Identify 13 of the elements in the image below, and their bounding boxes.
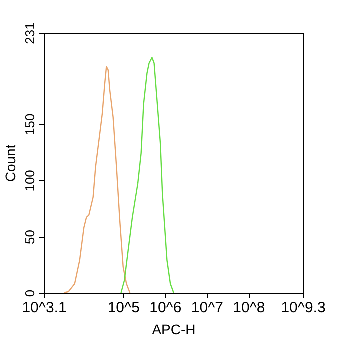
x-tick-label: 10^9.3 (281, 300, 326, 316)
x-tick-label: 10^8 (233, 300, 266, 316)
y-axis-title: Count (2, 144, 18, 182)
y-tick-label: 100 (22, 170, 38, 192)
x-tick-label: 10^3.1 (22, 300, 67, 316)
x-tick-label: 10^6 (150, 300, 182, 316)
x-tick-label: 10^7 (191, 300, 224, 316)
y-tick-label: 150 (22, 114, 38, 136)
y-tick-label: 231 (22, 22, 38, 44)
y-tick-label: 50 (22, 230, 38, 244)
y-tick-label: 0 (22, 290, 38, 298)
x-axis-title: APC-H (152, 322, 196, 338)
x-tick-label: 10^5 (108, 300, 140, 316)
